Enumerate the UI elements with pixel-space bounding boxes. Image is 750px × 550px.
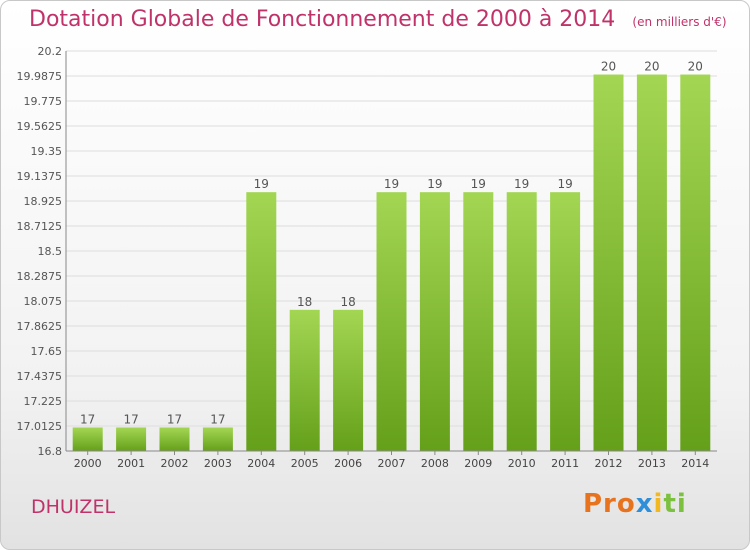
y-tick-label: 19.35	[31, 145, 63, 158]
x-tick-label: 2005	[291, 457, 319, 470]
bar-2002	[159, 427, 190, 451]
bar-2000	[72, 427, 103, 451]
x-tick-label: 2008	[421, 457, 449, 470]
chart-title: Dotation Globale de Fonctionnement de 20…	[29, 7, 616, 32]
y-tick-label: 17.0125	[17, 420, 63, 433]
data-label: 19	[514, 177, 529, 191]
logo-part-3: i	[653, 489, 664, 519]
bar-2007	[376, 192, 407, 452]
data-label: 20	[601, 60, 616, 74]
x-tick-label: 2013	[638, 457, 666, 470]
y-tick-label: 18.075	[24, 295, 63, 308]
x-tick-label: 2010	[508, 457, 536, 470]
bar-2006	[333, 309, 364, 451]
bar-2001	[116, 427, 147, 451]
bar-2005	[289, 309, 320, 451]
data-label: 19	[427, 177, 442, 191]
y-tick-label: 17.4375	[17, 370, 63, 383]
bar-2009	[463, 192, 494, 452]
bar-2003	[202, 427, 233, 451]
y-tick-label: 17.8625	[17, 320, 63, 333]
x-tick-label: 2002	[161, 457, 189, 470]
data-label: 17	[123, 412, 138, 426]
y-axis-ticks: 16.8 17.0125 17.225 17.4375 17.65 17.8625 18.0…	[17, 45, 63, 458]
chart-header: Dotation Globale de Fonctionnement de 20…	[29, 7, 727, 32]
x-tick-label: 2009	[464, 457, 492, 470]
data-labels: 17 17 17 17 19 18 18 19 19 19 19 19 20 20 20	[80, 60, 703, 427]
y-tick-label: 19.9875	[17, 70, 63, 83]
data-label: 17	[167, 412, 182, 426]
data-label: 19	[254, 177, 269, 191]
y-tick-label: 18.2875	[17, 270, 63, 283]
y-tick-label: 18.5	[38, 245, 63, 258]
bar-2014	[680, 74, 711, 451]
y-tick-label: 19.5625	[17, 120, 63, 133]
data-label: 18	[297, 295, 312, 309]
commune-name: DHUIZEL	[31, 496, 116, 518]
bar-2004	[246, 192, 277, 452]
y-tick-label: 20.2	[38, 45, 63, 58]
bar-2010	[506, 192, 537, 452]
x-tick-label: 2003	[204, 457, 232, 470]
data-label: 18	[340, 295, 355, 309]
y-tick-label: 17.65	[31, 345, 63, 358]
data-label: 19	[557, 177, 572, 191]
data-label: 17	[80, 412, 95, 426]
bar-2011	[550, 192, 581, 452]
x-tick-label: 2011	[551, 457, 579, 470]
x-tick-label: 2004	[247, 457, 275, 470]
proxiti-logo[interactable]: Proxiti	[583, 489, 687, 519]
logo-part-4: ti	[663, 489, 687, 519]
x-tick-label: 2001	[117, 457, 145, 470]
x-tick-label: 2007	[378, 457, 406, 470]
logo-part-2: x	[635, 489, 654, 519]
bar-2012	[593, 74, 624, 451]
data-label: 20	[644, 60, 659, 74]
data-label: 17	[210, 412, 225, 426]
x-tick-label: 2006	[334, 457, 362, 470]
x-tick-label: 2014	[681, 457, 709, 470]
x-tick-label: 2000	[74, 457, 102, 470]
y-tick-label: 18.925	[24, 195, 63, 208]
bars	[72, 74, 711, 452]
bar-2008	[419, 192, 450, 452]
y-tick-label: 16.8	[38, 445, 63, 458]
bar-2013	[636, 74, 667, 451]
data-label: 19	[384, 177, 399, 191]
y-tick-label: 17.225	[24, 395, 63, 408]
y-tick-label: 18.7125	[17, 220, 63, 233]
y-tick-label: 19.1375	[17, 170, 63, 183]
y-tick-label: 19.775	[24, 95, 63, 108]
chart-subtitle: (en milliers d'€)	[632, 15, 727, 29]
x-tick-label: 2012	[595, 457, 623, 470]
logo-part-1: Pro	[583, 489, 636, 519]
data-label: 19	[471, 177, 486, 191]
axes	[65, 51, 717, 452]
data-label: 20	[688, 60, 703, 74]
x-axis-ticks: 2000 2001 2002 2003 2004 2005 2006 2007 2008 2009…	[74, 451, 709, 470]
